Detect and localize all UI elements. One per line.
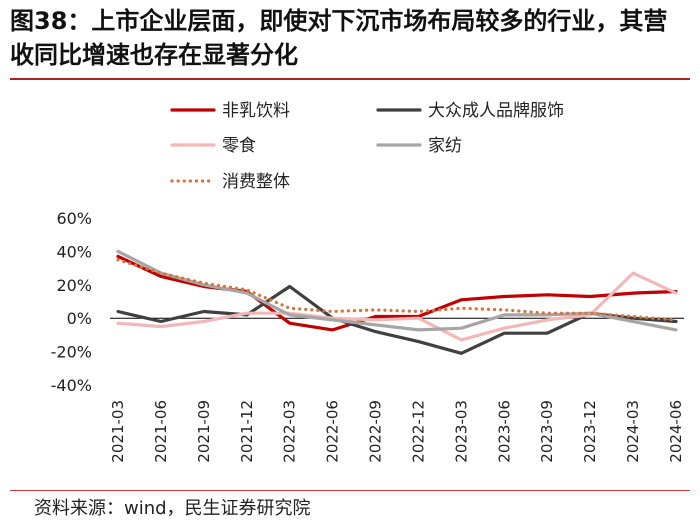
legend-label-3: 零食 (222, 136, 256, 156)
y-tick-label-20: -20% (51, 343, 92, 362)
x-axis: 2021-03 2021-06 2021-09 2021-12 2022-03 2022-… (109, 317, 685, 463)
series-line-5 (116, 258, 678, 322)
source-divider (10, 490, 690, 491)
series-layer (116, 249, 678, 355)
x-tick-label-2023-12: 2023-12 (581, 400, 599, 463)
y-axis: 60% 40% 20% 0% -20% -40% (51, 209, 92, 395)
y-tick-label-40: -40% (51, 376, 92, 395)
legend-label-2: 大众成人品牌服饰 (428, 101, 564, 121)
x-tick-label-2023-03: 2023-03 (452, 400, 470, 463)
source-note: 资料来源：wind，民生证券研究院 (34, 498, 311, 519)
x-tick-label-2021-12: 2021-12 (238, 400, 256, 463)
legend-label-1: 非乳饮料 (222, 101, 290, 121)
figure-title: 图38：上市企业层面，即使对下沉市场布局较多的行业，其营收同比增速也存在显著分化 (10, 7, 668, 69)
x-tick-label-2022-03: 2022-03 (281, 400, 299, 463)
x-tick-label-2021-03: 2021-03 (109, 400, 127, 463)
title-divider (10, 78, 690, 80)
x-tick-label-2023-09: 2023-09 (538, 400, 556, 463)
y-tick-label-40: 40% (56, 242, 92, 261)
legend-label-5: 消费整体 (222, 172, 290, 192)
legend-label-4: 家纺 (428, 136, 462, 156)
x-tick-label-2021-06: 2021-06 (152, 400, 170, 463)
series-line-3 (116, 271, 678, 342)
x-tick-label-2022-06: 2022-06 (324, 400, 342, 463)
y-tick-label-20: 20% (56, 276, 92, 295)
x-tick-label-2022-12: 2022-12 (409, 400, 427, 463)
series-line-4 (116, 249, 678, 332)
x-tick-label-2021-09: 2021-09 (195, 400, 213, 463)
x-tick-label-2024-06: 2024-06 (667, 400, 685, 463)
x-tick-label-2022-09: 2022-09 (367, 400, 385, 463)
y-tick-label-60: 60% (56, 209, 92, 228)
x-tick-label-2023-06: 2023-06 (495, 400, 513, 463)
x-tick-label-2024-03: 2024-03 (624, 400, 642, 463)
y-tick-label-0: 0% (67, 309, 92, 328)
